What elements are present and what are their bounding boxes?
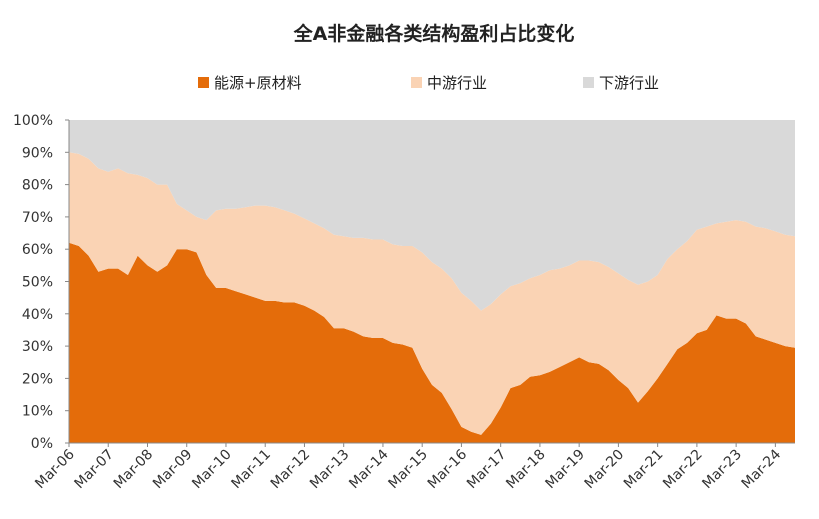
x-tick-label: Mar-19 [542, 447, 588, 493]
x-axis: Mar-06Mar-07Mar-08Mar-09Mar-10Mar-11Mar-… [32, 442, 795, 493]
x-tick-label: Mar-09 [150, 447, 196, 493]
x-tick-label: Mar-24 [739, 446, 785, 492]
y-axis: 0% 10% 20% 30% 40% 50% 60% 70% 80% 90% 100% [13, 113, 70, 452]
area-series-3 [69, 120, 795, 311]
x-tick-label: Mar-07 [72, 447, 118, 493]
x-tick-label: Mar-13 [307, 447, 353, 493]
y-tick-label: 70% [22, 210, 53, 226]
x-tick-label: Mar-21 [621, 447, 667, 493]
y-tick-label: 80% [22, 178, 53, 194]
x-tick-label: Mar-16 [425, 446, 471, 492]
legend: 能源+原材料 中游行业 下游行业 [198, 74, 659, 92]
y-tick-label: 0% [31, 436, 53, 452]
x-tick-label: Mar-17 [464, 447, 510, 493]
plot-area [69, 120, 795, 443]
x-tick-label: Mar-23 [699, 447, 745, 493]
y-tick-label: 60% [22, 242, 53, 258]
y-tick-label: 40% [22, 307, 53, 323]
x-tick-label: Mar-14 [346, 446, 392, 492]
area-series-1 [69, 242, 795, 443]
y-tick-label: 50% [22, 275, 53, 291]
x-tick-label: Mar-15 [385, 447, 431, 493]
x-tick-label: Mar-08 [111, 447, 157, 493]
x-tick-label: Mar-22 [660, 447, 706, 493]
y-tick-label: 100% [13, 113, 53, 129]
legend-swatch-1 [198, 77, 209, 88]
area-series-2 [69, 152, 795, 435]
y-tick-label: 90% [22, 145, 53, 161]
x-tick-label: Mar-06 [32, 446, 78, 492]
legend-swatch-2 [411, 77, 422, 88]
x-tick-label: Mar-11 [229, 447, 275, 493]
y-tick-label: 10% [22, 404, 53, 420]
legend-label-2: 中游行业 [427, 74, 487, 92]
legend-label-1: 能源+原材料 [214, 74, 302, 92]
chart-title: 全A非金融各类结构盈利占比变化 [293, 22, 575, 45]
x-tick-label: Mar-20 [582, 447, 628, 493]
y-tick-label: 30% [22, 339, 53, 355]
y-tick-label: 20% [22, 371, 53, 387]
x-tick-label: Mar-10 [189, 447, 235, 493]
legend-swatch-3 [583, 77, 594, 88]
x-tick-label: Mar-12 [268, 447, 314, 493]
legend-label-3: 下游行业 [599, 74, 659, 92]
x-tick-label: Mar-18 [503, 447, 549, 493]
